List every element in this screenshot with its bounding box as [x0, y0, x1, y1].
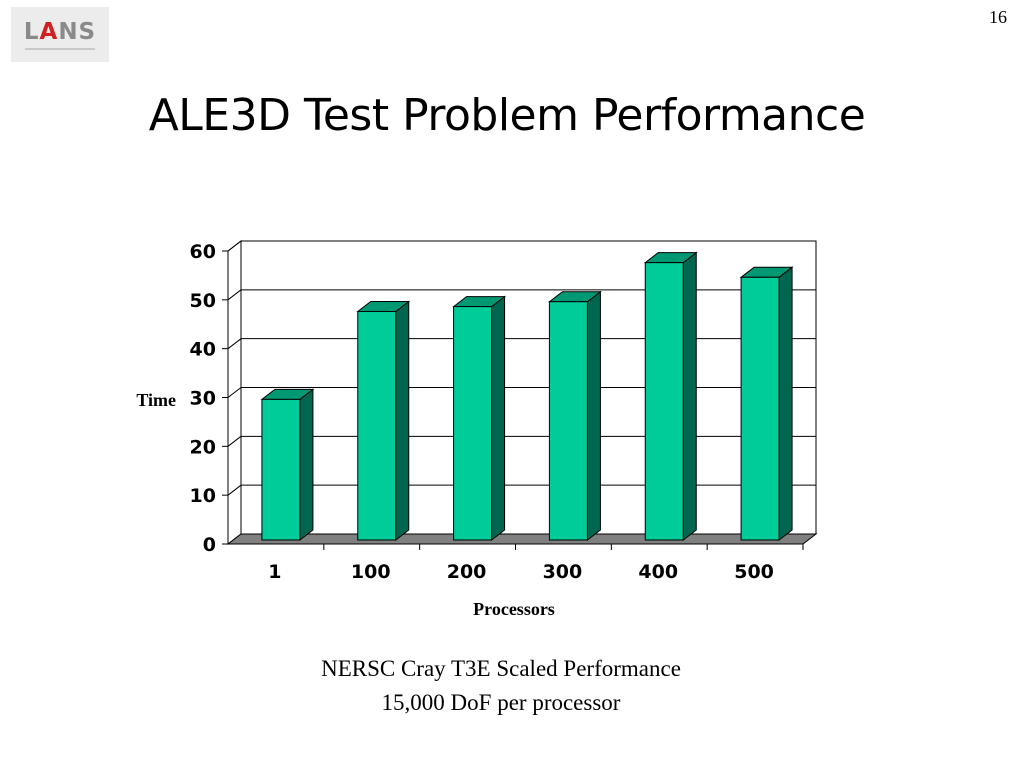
caption-line-1: NERSC Cray T3E Scaled Performance	[321, 656, 681, 681]
page-number: 16	[989, 7, 1007, 27]
side-gridline	[227, 484, 242, 496]
chart-floor	[226, 533, 818, 545]
bar-side	[778, 266, 793, 542]
side-gridline	[227, 387, 242, 398]
y-tick-label: 20	[190, 436, 216, 458]
bar-side	[299, 388, 314, 542]
lans-logo: LANS	[11, 7, 109, 62]
y-tick-label: 10	[190, 485, 216, 507]
bar-front	[357, 310, 397, 541]
bar-side	[395, 300, 410, 542]
bar	[643, 251, 698, 542]
bar	[452, 295, 507, 542]
bar-front	[644, 262, 684, 541]
x-tick-label: 300	[543, 561, 583, 583]
y-tick-label: 0	[203, 534, 216, 556]
y-tick-label: 60	[190, 241, 216, 263]
y-tick-label: 40	[190, 339, 216, 361]
x-axis-title: Processors	[473, 599, 555, 619]
bar-front	[548, 301, 588, 541]
side-gridline	[227, 289, 242, 301]
x-tick-label: 200	[447, 561, 487, 583]
caption-line-2: 15,000 DoF per processor	[381, 690, 621, 715]
bar-front	[261, 398, 301, 541]
bar-side	[586, 290, 601, 542]
bar	[547, 290, 602, 542]
bar-front	[453, 306, 493, 541]
side-gridline	[227, 338, 242, 350]
y-tick-label: 50	[190, 290, 216, 312]
x-tick-label: 100	[351, 561, 391, 583]
y-axis-title: Time	[136, 390, 176, 410]
bar	[260, 388, 315, 542]
bar	[356, 300, 411, 542]
y-tick-label: 30	[190, 388, 216, 410]
bar-front	[740, 276, 780, 541]
x-tick-label: 500	[734, 561, 774, 583]
side-gridline	[227, 435, 242, 447]
x-tick-label: 1	[268, 561, 281, 583]
bar-side	[491, 295, 506, 542]
side-gridline	[227, 240, 242, 252]
slide-title: ALE3D Test Problem Performance	[148, 90, 866, 141]
logo-text: LANS	[23, 18, 97, 45]
bar-chart: 0 10 20 30 40 50 60 1 100 200 300 400 500 Time Process…	[136, 239, 818, 619]
bar-side	[682, 251, 697, 542]
bar	[739, 266, 794, 542]
x-tick-label: 400	[638, 561, 678, 583]
logo-divider	[25, 47, 95, 50]
